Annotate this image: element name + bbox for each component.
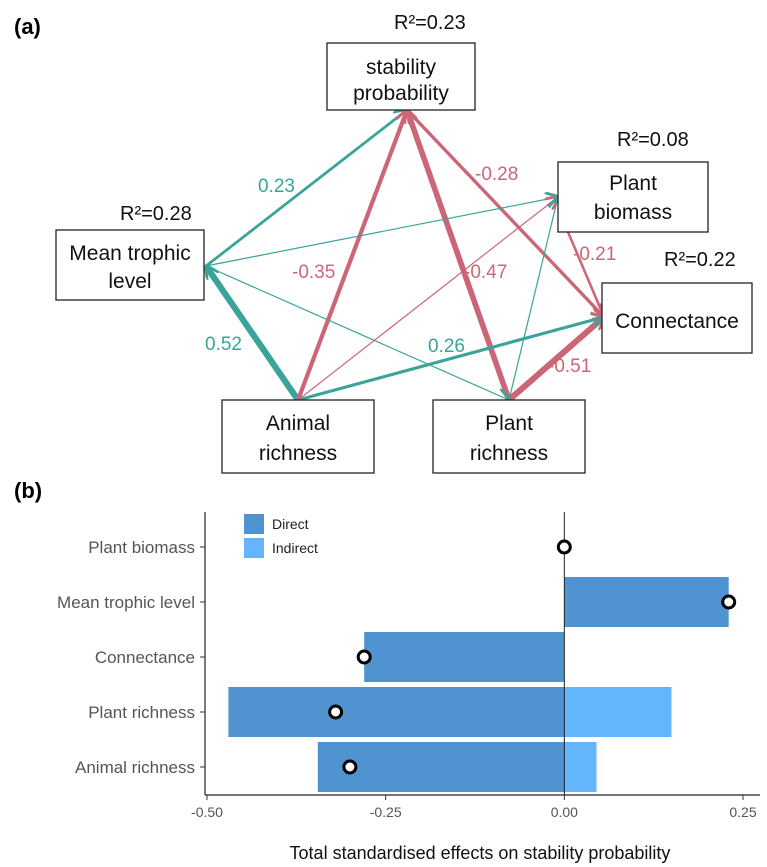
node-plant-biomass-line-1: Plant: [609, 172, 657, 195]
path-arrow-plant-biomass-to-connectance: [566, 231, 604, 317]
coef-label-animal-richness-to-connectance: 0.26: [428, 336, 465, 357]
r2-plant-biomass: R²=0.08: [617, 129, 689, 151]
x-ticks: -0.50 -0.25 0.00 0.25: [191, 795, 757, 820]
node-plant-biomass: Plant biomass: [557, 161, 709, 233]
path-arrows: [203, 108, 604, 403]
x-tick-label: -0.50: [191, 804, 223, 820]
node-animal-richness: Animal richness: [221, 399, 375, 474]
coef-label-animal-richness-to-mean-trophic: 0.52: [205, 334, 242, 355]
node-plant-richness-line-1: Plant: [485, 412, 533, 435]
path-arrow-plant-richness-to-connectance: [506, 317, 604, 403]
node-stability-probability: stability probability: [326, 42, 476, 111]
path-arrow-plant-richness-to-plant-biomass: [508, 197, 558, 401]
path-arrow-mean-trophic-to-plant-richness: [205, 265, 509, 400]
node-plant-biomass-line-2: biomass: [594, 201, 672, 224]
node-plant-richness-line-2: richness: [470, 442, 548, 465]
category-label: Connectance: [95, 648, 195, 667]
coef-label-mean-trophic-to-stability: 0.23: [258, 176, 295, 197]
point-total-plant-biomass: [556, 539, 572, 555]
bar-indirect-plant-richness: [564, 687, 672, 737]
node-animal-richness-line-1: Animal: [266, 412, 330, 435]
x-tick-label: 0.00: [551, 804, 578, 820]
bar-direct-animal-richness: [317, 742, 565, 792]
point-total-plant-richness: [328, 704, 344, 720]
node-mean-trophic-line-2: level: [108, 270, 151, 293]
x-axis-label: Total standardised effects on stability …: [290, 843, 671, 863]
panel-b-label: (b): [14, 478, 42, 503]
legend: Direct Indirect: [244, 514, 318, 558]
node-animal-richness-line-2: richness: [259, 442, 337, 465]
coef-label-stability-to-connectance: -0.28: [475, 164, 518, 185]
r2-stability: R²=0.23: [394, 12, 466, 34]
node-connectance: Connectance: [601, 282, 753, 354]
node-plant-richness: Plant richness: [432, 399, 586, 474]
total-effect-points: [328, 539, 737, 775]
point-total-connectance: [356, 649, 372, 665]
coef-label-plant-richness-to-connectance: -0.51: [548, 356, 591, 377]
bar-direct-plant-richness: [228, 687, 565, 737]
effects-bar-chart: -0.50 -0.25 0.00 0.25 Plant biomass Mean tro…: [57, 512, 760, 863]
x-tick-label: 0.25: [729, 804, 756, 820]
path-arrow-animal-richness-to-connectance: [297, 317, 604, 402]
category-label: Animal richness: [75, 758, 195, 777]
legend-swatch-indirect: [244, 538, 264, 558]
x-tick-label: -0.25: [370, 804, 402, 820]
node-stability-line-2: probability: [353, 82, 449, 105]
path-arrow-stability-to-connectance: [405, 108, 604, 317]
path-arrow-mean-trophic-to-plant-biomass: [205, 197, 558, 267]
bar-direct-mean-trophic-level: [564, 577, 729, 627]
category-label: Plant richness: [88, 703, 195, 722]
bar-indirect-animal-richness: [564, 742, 597, 792]
node-mean-trophic-line-1: Mean trophic: [69, 242, 190, 265]
category-label: Mean trophic level: [57, 593, 195, 612]
panel-a-label: (a): [14, 14, 41, 39]
bars: [228, 577, 729, 792]
path-arrow-animal-richness-to-mean-trophic: [203, 266, 301, 402]
point-total-animal-richness: [342, 759, 358, 775]
node-connectance-line-1: Connectance: [615, 310, 739, 333]
coef-label-plant-biomass-to-connectance: -0.21: [573, 244, 616, 265]
path-arrow-mean-trophic-to-stability: [205, 110, 407, 268]
category-label: Plant biomass: [88, 538, 195, 557]
point-total-mean-trophic-level: [721, 594, 737, 610]
bar-direct-connectance: [364, 632, 565, 682]
node-stability-line-1: stability: [366, 56, 437, 79]
path-arrow-plant-richness-to-stability: [407, 110, 512, 401]
legend-label-indirect: Indirect: [272, 540, 318, 556]
r2-connectance: R²=0.22: [664, 249, 736, 271]
legend-swatch-direct: [244, 514, 264, 534]
category-labels: Plant biomass Mean trophic level Connectan…: [57, 538, 205, 777]
path-arrow-animal-richness-to-stability: [296, 110, 407, 401]
legend-label-direct: Direct: [272, 516, 309, 532]
node-mean-trophic-level: Mean trophic level: [55, 229, 205, 301]
coef-label-animal-richness-to-stability: -0.35: [292, 262, 335, 283]
path-coefficients: 0.23 0.52 -0.35 -0.47 -0.51 0.26 -0.21 -0.28: [205, 164, 616, 377]
coef-label-plant-richness-to-stability: -0.47: [464, 262, 507, 283]
r2-mean-trophic: R²=0.28: [120, 203, 192, 225]
path-arrow-animal-richness-to-plant-biomass: [297, 197, 558, 401]
